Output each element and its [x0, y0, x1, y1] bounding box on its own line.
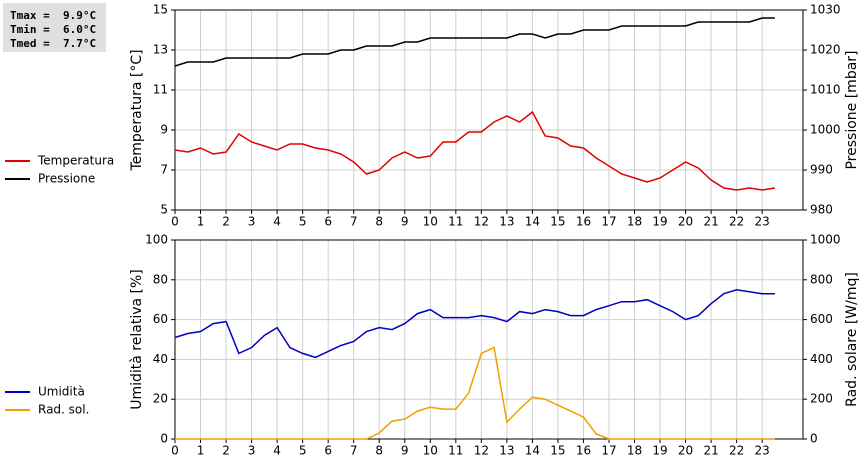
- y-tick-label: 15: [153, 3, 168, 17]
- y-tick-label: 0: [160, 432, 168, 446]
- legend-label: Umidità: [38, 385, 85, 399]
- data-line: [174, 289, 775, 359]
- y-tick-label: 9: [160, 123, 168, 137]
- y-tick-label: 7: [160, 163, 168, 177]
- y2-tick-label: 1000: [810, 123, 841, 137]
- y2-tick-label: 200: [810, 392, 833, 406]
- x-tick-label: 15: [550, 215, 565, 229]
- x-tick-label: 4: [273, 444, 281, 458]
- x-tick-label: 11: [448, 444, 463, 458]
- legend-label: Rad. sol.: [38, 403, 89, 417]
- x-tick-label: 2: [222, 215, 230, 229]
- x-tick-label: 14: [525, 444, 540, 458]
- y-tick-label: 80: [153, 272, 168, 286]
- x-tick-label: 6: [324, 444, 332, 458]
- stats-box: [3, 3, 106, 52]
- y2-tick-label: 800: [810, 272, 833, 286]
- x-tick-label: 0: [171, 215, 179, 229]
- x-tick-label: 22: [729, 215, 744, 229]
- y-tick-label: 40: [153, 352, 168, 366]
- x-tick-label: 10: [423, 444, 438, 458]
- stat-text: Tmin = 6.0°C: [10, 23, 96, 36]
- x-tick-label: 18: [627, 444, 642, 458]
- x-tick-label: 21: [703, 215, 718, 229]
- x-tick-label: 7: [350, 444, 358, 458]
- y2-tick-label: 400: [810, 352, 833, 366]
- stat-text: Tmax = 9.9°C: [10, 9, 96, 22]
- x-tick-label: 8: [375, 444, 383, 458]
- y-tick-label: 60: [153, 312, 168, 326]
- legend-label: Pressione: [38, 172, 95, 186]
- y2-tick-label: 0: [810, 432, 818, 446]
- x-tick-label: 13: [499, 215, 514, 229]
- data-line: [174, 110, 776, 191]
- x-tick-label: 8: [375, 215, 383, 229]
- x-tick-label: 10: [423, 215, 438, 229]
- y-tick-label: 100: [145, 233, 168, 247]
- plot-frame: [174, 9, 804, 211]
- x-tick-label: 12: [474, 444, 489, 458]
- x-tick-label: 5: [299, 215, 307, 229]
- y-tick-label: 20: [153, 392, 168, 406]
- y2-tick-label: 990: [810, 163, 833, 177]
- y2-tick-label: 600: [810, 312, 833, 326]
- y2-tick-label: 1030: [810, 3, 841, 17]
- legend-label: Temperatura: [37, 154, 114, 168]
- y2-axis-label: Pressione [mbar]: [844, 50, 860, 169]
- x-tick-label: 18: [627, 215, 642, 229]
- data-line: [175, 346, 775, 440]
- stat-text: Tmed = 7.7°C: [10, 37, 96, 50]
- x-tick-label: 19: [652, 215, 667, 229]
- data-line: [174, 17, 775, 67]
- x-tick-label: 23: [755, 444, 770, 458]
- x-tick-label: 3: [248, 215, 256, 229]
- x-tick-label: 5: [299, 444, 307, 458]
- y2-tick-label: 1020: [810, 43, 841, 57]
- y2-tick-label: 980: [810, 203, 833, 217]
- x-tick-label: 4: [273, 215, 281, 229]
- x-tick-label: 15: [550, 444, 565, 458]
- x-tick-label: 7: [350, 215, 358, 229]
- x-tick-label: 11: [448, 215, 463, 229]
- x-tick-label: 19: [652, 444, 667, 458]
- x-tick-label: 13: [499, 444, 514, 458]
- x-tick-label: 22: [729, 444, 744, 458]
- x-tick-label: 1: [197, 215, 205, 229]
- y2-tick-label: 1010: [810, 83, 841, 97]
- y-tick-label: 13: [153, 43, 168, 57]
- plot-frame: [174, 239, 804, 440]
- x-tick-label: 2: [222, 444, 230, 458]
- x-tick-label: 16: [576, 215, 591, 229]
- x-tick-label: 14: [525, 215, 540, 229]
- x-tick-label: 16: [576, 444, 591, 458]
- y-tick-label: 5: [160, 203, 168, 217]
- x-tick-label: 6: [324, 215, 332, 229]
- y-tick-label: 11: [153, 83, 168, 97]
- x-tick-label: 20: [678, 444, 693, 458]
- y2-tick-label: 1000: [810, 233, 841, 247]
- x-tick-label: 9: [401, 215, 409, 229]
- x-tick-label: 20: [678, 215, 693, 229]
- x-tick-label: 12: [474, 215, 489, 229]
- x-tick-label: 9: [401, 444, 409, 458]
- x-tick-label: 21: [703, 444, 718, 458]
- x-tick-label: 0: [171, 444, 179, 458]
- y2-axis-label: Rad. solare [W/mq]: [844, 272, 860, 407]
- x-tick-label: 17: [601, 444, 616, 458]
- x-tick-label: 23: [755, 215, 770, 229]
- x-tick-label: 3: [248, 444, 256, 458]
- x-tick-label: 17: [601, 215, 616, 229]
- x-tick-label: 1: [197, 444, 205, 458]
- y-axis-label: Temperatura [°C]: [129, 49, 145, 171]
- y-axis-label: Umidità relativa [%]: [129, 269, 145, 410]
